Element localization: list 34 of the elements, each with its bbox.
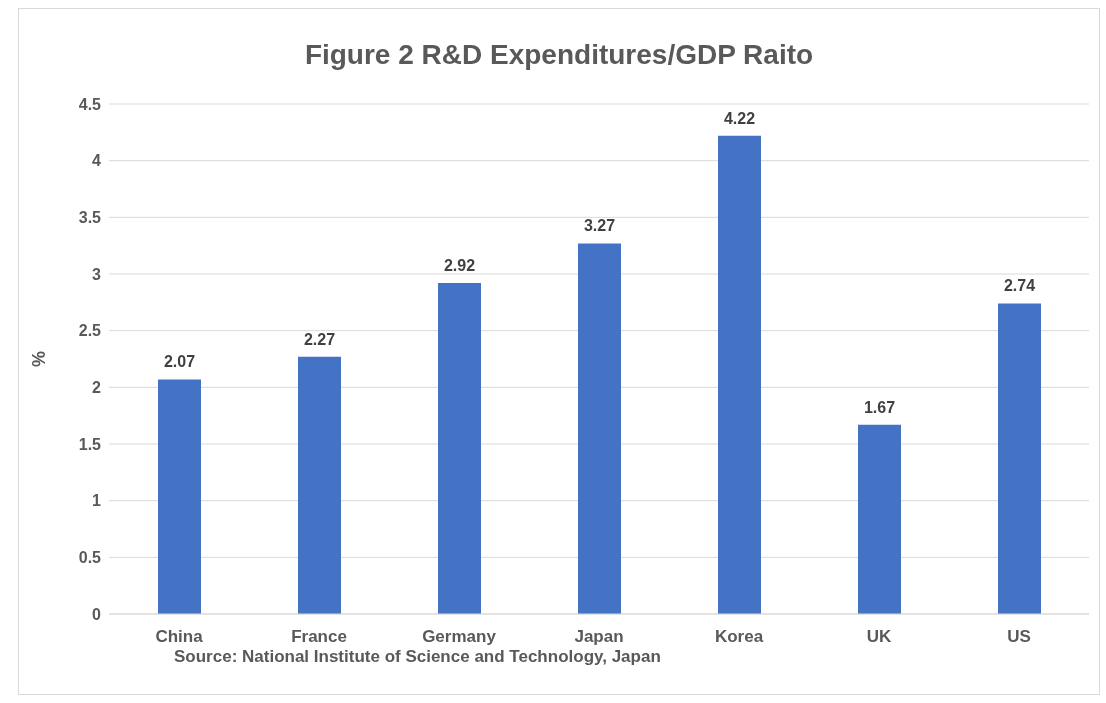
bar [718, 135, 761, 614]
data-label: 3.27 [583, 217, 616, 235]
source-note: Source: National Institute of Science and Technology, Japan [174, 647, 661, 667]
data-label: 1.67 [863, 398, 896, 416]
bar [158, 379, 201, 614]
bar [438, 283, 481, 614]
y-tick-label: 3.5 [78, 209, 102, 227]
x-tick-label: Korea [714, 627, 764, 647]
y-tick-label: 1 [92, 492, 102, 510]
bar [858, 424, 901, 614]
data-label: 2.07 [163, 353, 196, 371]
y-tick-label: 2 [92, 379, 102, 397]
y-axis-title: % [29, 350, 50, 368]
x-tick-label: France [291, 627, 347, 647]
x-tick-label: China [155, 627, 204, 647]
y-tick-label: 2.5 [78, 322, 102, 340]
data-label: 2.92 [443, 257, 476, 275]
data-label: 2.74 [1003, 277, 1036, 295]
chart-title: Figure 2 R&D Expenditures/GDP Raito [303, 39, 815, 71]
x-tick-label: US [1007, 627, 1031, 647]
x-tick-label: Germany [422, 627, 497, 647]
bar [578, 243, 621, 614]
data-label: 2.27 [303, 330, 336, 348]
y-tick-label: 0 [92, 605, 102, 623]
bar [298, 356, 341, 614]
y-tick-label: 3 [92, 265, 102, 283]
y-tick-label: 0.5 [78, 549, 102, 567]
x-tick-label: Japan [574, 627, 624, 647]
y-tick-label: 1.5 [78, 435, 102, 453]
data-label: 4.22 [723, 109, 756, 127]
x-tick-label: UK [866, 627, 892, 647]
y-tick-label: 4 [92, 152, 102, 170]
y-tick-label: 4.5 [78, 95, 102, 113]
bar [998, 303, 1041, 614]
